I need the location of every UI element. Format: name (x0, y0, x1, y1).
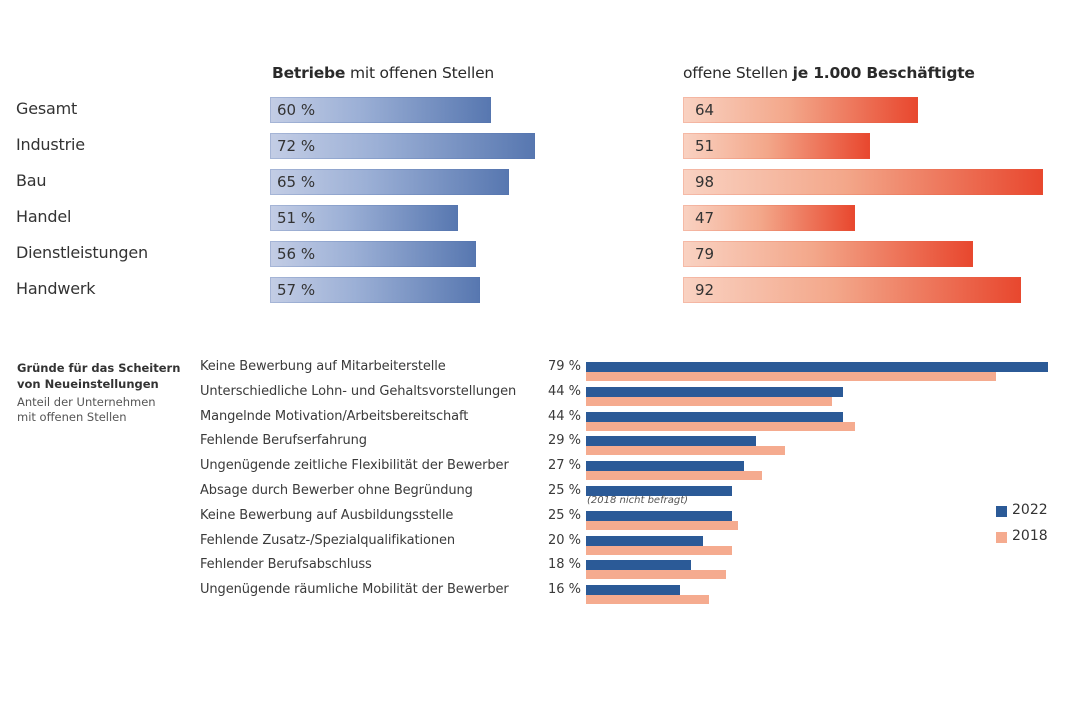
bar-value-label: 98 (695, 172, 715, 191)
bar-2022 (586, 436, 756, 447)
bar-betriebe (270, 276, 480, 303)
chart2-title-rest: offene Stellen (683, 64, 793, 82)
reason-value-label: 27 % (547, 458, 581, 474)
bar-2022 (586, 585, 680, 596)
bar-betriebe (270, 240, 477, 267)
bar-2022 (586, 411, 844, 422)
reason-value-label: 29 % (547, 433, 581, 449)
bar-value-label: 56 % (277, 244, 316, 263)
bar-2018 (586, 520, 739, 530)
bar-value-label: 47 (695, 208, 715, 227)
legend-label-2018: 2018 (1012, 528, 1048, 544)
reason-value-label: 25 % (547, 483, 581, 498)
reason-value-label: 79 % (547, 359, 581, 374)
bar-2022 (586, 535, 703, 546)
bar-2022 (586, 362, 1049, 372)
bar-value-label: 57 % (277, 280, 316, 299)
category-label: Bau (16, 170, 47, 190)
bar-2018 (586, 471, 762, 481)
reason-label: Keine Bewerbung auf Ausbildungsstelle (200, 507, 454, 523)
bar-value-label: 72 % (277, 136, 316, 155)
chart2-title-bold: je 1.000 Beschäftigte (792, 64, 975, 82)
reason-label: Unterschiedliche Lohn- und Gehaltsvorste… (200, 383, 517, 399)
reason-label: Ungenügende räumliche Mobilität der Bewe… (200, 582, 509, 598)
category-label: Handel (16, 206, 72, 226)
reason-value-label: 44 % (547, 408, 581, 424)
bar-offene-stellen (683, 168, 1043, 195)
category-label: Dienstleistungen (16, 242, 148, 262)
bar-2018 (586, 446, 785, 456)
reason-value-label: 20 % (547, 532, 581, 548)
bar-2018 (586, 396, 832, 406)
bar-2018 (586, 545, 733, 555)
bar-2022 (586, 386, 844, 397)
category-label: Gesamt (16, 99, 78, 118)
chart3-subtitle-line-2: mit offenen Stellen (17, 410, 127, 424)
bar-2018 (586, 570, 727, 580)
chart3-title-line-1: Gründe für das Scheitern (17, 361, 181, 375)
chart3-side-heading: Gründe für das Scheitern von Neueinstell… (17, 360, 187, 425)
bar-2022 (586, 486, 733, 496)
reason-value-label: 16 % (547, 582, 581, 598)
bar-2022 (586, 461, 744, 472)
bar-2018 (586, 421, 856, 431)
chart1-title-bold: Betriebe (272, 64, 346, 82)
bar-value-label: 51 (695, 136, 715, 155)
bar-betriebe (270, 97, 491, 123)
reason-label: Absage durch Bewerber ohne Begründung (200, 483, 473, 498)
bar-value-label: 79 (695, 244, 715, 263)
bar-2022 (586, 510, 733, 521)
bar-offene-stellen (683, 240, 973, 267)
reason-label: Fehlender Berufsabschluss (200, 557, 372, 573)
bar-2018 (586, 595, 709, 605)
chart1-title: Betriebe mit offenen Stellen (272, 64, 494, 82)
reason-value-label: 44 % (547, 383, 581, 399)
category-label: Handwerk (16, 278, 96, 298)
reason-label: Ungenügende zeitliche Flexibilität der B… (200, 458, 509, 474)
legend-swatch-2022 (996, 506, 1007, 517)
bar-value-label: 92 (695, 280, 715, 299)
bar-offene-stellen (683, 97, 918, 123)
reason-value-label: 18 % (547, 557, 581, 573)
bar-value-label: 60 % (277, 101, 316, 119)
bar-2018 (586, 372, 996, 381)
bar-value-label: 51 % (277, 208, 316, 227)
category-label: Industrie (16, 134, 85, 154)
reason-label: Mangelnde Motivation/Arbeitsbereitschaft (200, 408, 469, 424)
bar-offene-stellen (683, 204, 856, 231)
legend-swatch-2018 (996, 532, 1007, 543)
bar-betriebe (270, 132, 535, 159)
bar-offene-stellen (683, 132, 871, 159)
chart3-title-line-2: von Neueinstellungen (17, 377, 159, 391)
chart3-subtitle-line-1: Anteil der Unternehmen (17, 395, 156, 409)
bar-value-label: 65 % (277, 172, 316, 191)
reason-value-label: 25 % (547, 507, 581, 523)
legend-label-2022: 2022 (1012, 502, 1048, 518)
chart1-title-rest: mit offenen Stellen (345, 64, 495, 82)
reason-label: Fehlende Zusatz-/Spezialqualifikationen (200, 532, 456, 548)
reason-label: Fehlende Berufserfahrung (200, 433, 367, 449)
bar-2022 (586, 560, 692, 571)
bar-betriebe (270, 204, 458, 231)
chart2-title: offene Stellen je 1.000 Beschäftigte (683, 64, 975, 82)
bar-betriebe (270, 168, 510, 195)
bar-offene-stellen (683, 276, 1021, 303)
reason-label: Keine Bewerbung auf Mitarbeiterstelle (200, 359, 446, 374)
bar-value-label: 64 (695, 101, 715, 119)
annotation-2018-not-surveyed: (2018 nicht befragt) (587, 495, 689, 506)
